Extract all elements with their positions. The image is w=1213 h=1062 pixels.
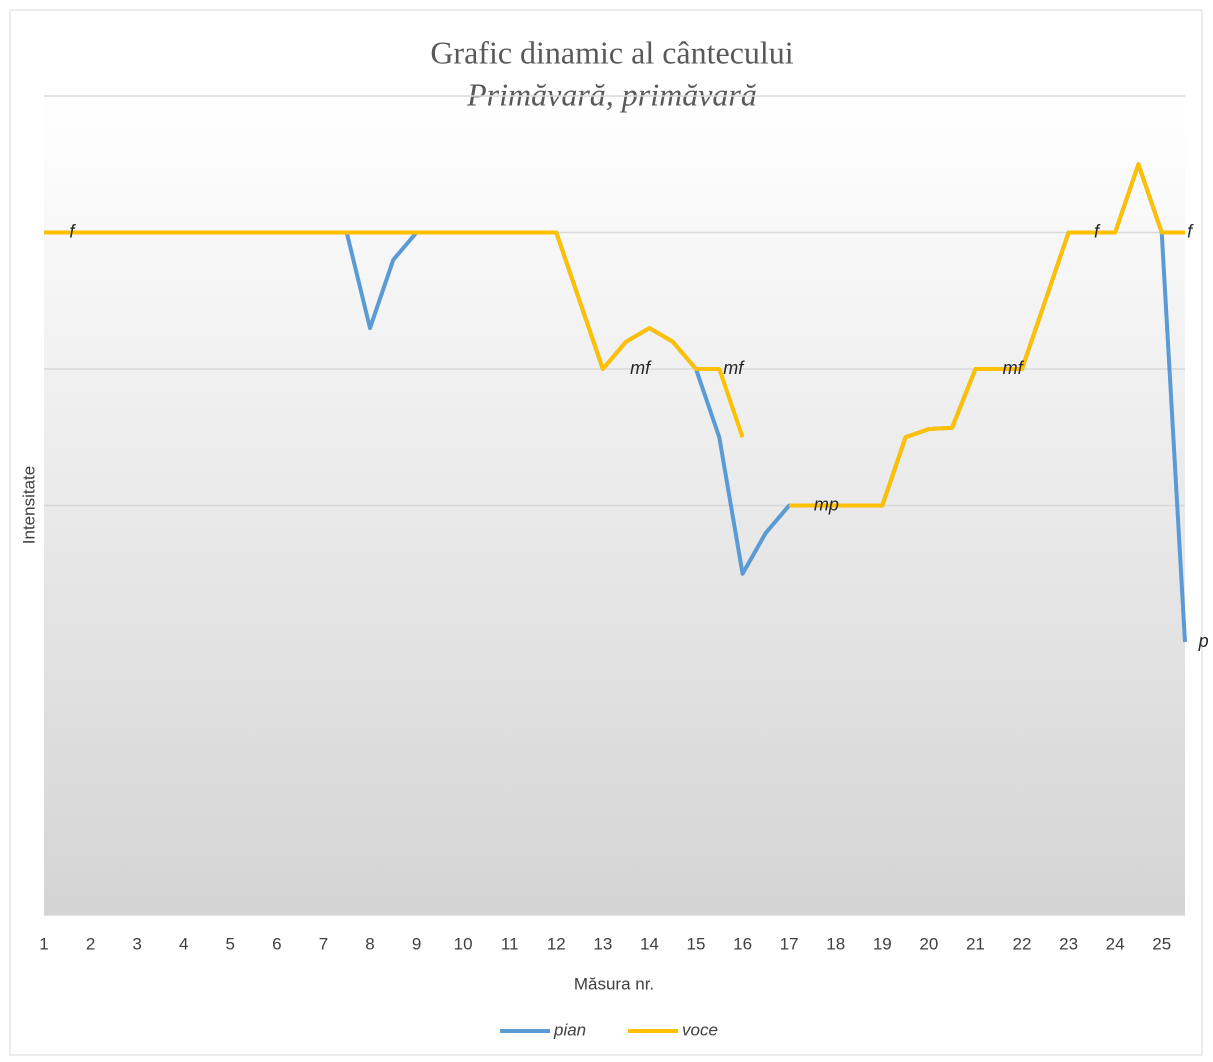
annotation: p [1198,631,1209,651]
x-tick-label: 9 [412,934,421,953]
annotation: f [1094,221,1101,241]
legend-label: voce [682,1020,718,1039]
y-axis-title: Intensitate [19,466,38,544]
x-tick-label: 13 [593,934,612,953]
x-tick-label: 1 [39,934,48,953]
x-tick-label: 17 [780,934,799,953]
chart-subtitle: Primăvară, primăvară [466,76,757,112]
x-tick-label: 3 [132,934,141,953]
x-tick-label: 12 [547,934,566,953]
x-tick-label: 24 [1106,934,1125,953]
chart-title: Grafic dinamic al cântecului [430,34,793,70]
x-tick-label: 25 [1152,934,1171,953]
legend-label: pian [553,1020,586,1039]
x-tick-label: 10 [454,934,473,953]
annotation: mf [723,358,745,378]
x-tick-label: 23 [1059,934,1078,953]
x-tick-label: 18 [826,934,845,953]
x-tick-label: 19 [873,934,892,953]
x-tick-label: 22 [1013,934,1032,953]
annotation: f [1187,221,1194,241]
x-tick-label: 7 [319,934,328,953]
x-tick-label: 15 [687,934,706,953]
x-tick-label: 11 [501,934,519,953]
annotation: f [69,221,76,241]
x-tick-label: 4 [179,934,188,953]
x-tick-label: 14 [640,934,659,953]
series-line [44,162,1185,508]
x-tick-label: 20 [919,934,938,953]
annotation: mf [1003,358,1025,378]
x-tick-label: 8 [365,934,374,953]
x-tick-label: 16 [733,934,752,953]
x-tick-label: 5 [226,934,235,953]
x-tick-label: 2 [86,934,95,953]
annotation: mp [814,494,839,514]
x-tick-label: 6 [272,934,281,953]
annotation: mf [630,358,652,378]
x-tick-label: 21 [966,934,985,953]
x-axis-title: Măsura nr. [574,974,654,993]
